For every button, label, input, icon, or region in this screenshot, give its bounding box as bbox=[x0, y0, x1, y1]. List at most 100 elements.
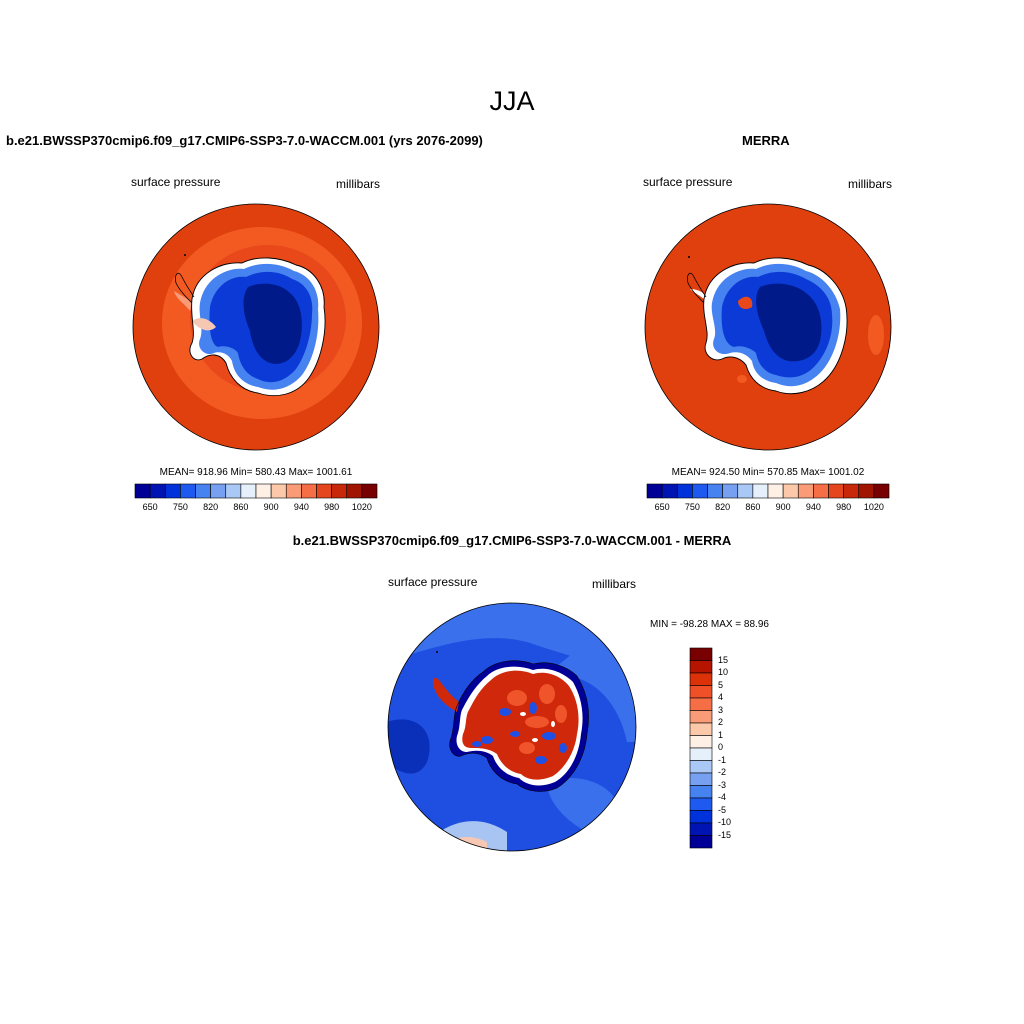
right-colorbar-box bbox=[782, 483, 799, 499]
right-colorbar-box bbox=[813, 483, 829, 499]
diff-colorbar-tick-label: 1 bbox=[718, 729, 724, 740]
diff-colorbar-tick-label: 0 bbox=[718, 742, 724, 752]
left-colorbar-box bbox=[210, 483, 227, 499]
diff-colorbar-box bbox=[689, 710, 713, 724]
left-colorbar-box bbox=[195, 483, 211, 499]
left-colorbar-box bbox=[361, 483, 378, 499]
diff-colorbar-tick-label: 15 bbox=[718, 654, 729, 665]
right-colorbar-box bbox=[692, 483, 708, 499]
left-colorbar-box bbox=[331, 483, 348, 499]
diff-colorbar-tick-label: -2 bbox=[718, 767, 727, 777]
diff-colorbar-box bbox=[689, 722, 713, 736]
right-colorbar-tick-label: 750 bbox=[684, 502, 700, 512]
diff-variable-label: surface pressure bbox=[388, 575, 478, 589]
diff-colorbar-box bbox=[689, 747, 713, 761]
diff-panel-title: b.e21.BWSSP370cmip6.f09_g17.CMIP6-SSP3-7… bbox=[292, 533, 732, 548]
diff-units-label: millibars bbox=[592, 577, 637, 591]
right-variable-label: surface pressure bbox=[643, 175, 733, 189]
left-colorbar-tick-label: 860 bbox=[233, 502, 249, 512]
left-colorbar-tick-label: 900 bbox=[263, 502, 279, 512]
diff-colorbar-tick-label: -15 bbox=[718, 829, 732, 840]
right-colorbar-box bbox=[858, 483, 875, 499]
diff-colorbar bbox=[689, 647, 713, 849]
diff-colorbar-tick-label: 3 bbox=[718, 704, 724, 715]
right-colorbar-box bbox=[707, 483, 723, 499]
diff-colorbar-box bbox=[689, 760, 713, 774]
diff-colorbar-tick-label: -1 bbox=[718, 754, 727, 765]
diff-colorbar-tick-label: -4 bbox=[718, 792, 727, 802]
right-colorbar-ticks: 650 750 820 860 900 940 980 1020 bbox=[647, 502, 889, 514]
left-colorbar-box bbox=[240, 483, 257, 499]
left-polar-map bbox=[132, 203, 380, 451]
right-colorbar-tick-label: 820 bbox=[715, 502, 731, 512]
diff-colorbar-tick-label: 10 bbox=[718, 667, 729, 677]
diff-colorbar-tick-label: -3 bbox=[718, 779, 727, 790]
diff-colorbar-tick-label: 5 bbox=[718, 679, 724, 690]
diff-colorbar-box bbox=[689, 672, 713, 686]
left-stats: MEAN= 918.96 Min= 580.43 Max= 1001.61 bbox=[159, 467, 353, 478]
left-colorbar-box bbox=[225, 483, 242, 499]
left-colorbar-tick-label: 940 bbox=[293, 502, 309, 512]
left-variable-label: surface pressure bbox=[131, 175, 221, 189]
right-colorbar-box bbox=[661, 483, 678, 499]
left-colorbar-box bbox=[134, 483, 151, 499]
diff-colorbar-tick-label: -10 bbox=[718, 817, 732, 827]
diff-colorbar-box bbox=[689, 660, 713, 674]
right-colorbar-box bbox=[646, 483, 663, 499]
right-colorbar-tick-label: 980 bbox=[836, 502, 852, 512]
left-colorbar-box bbox=[346, 483, 363, 499]
left-colorbar-box bbox=[285, 483, 302, 499]
left-colorbar-tick-label: 750 bbox=[172, 502, 188, 512]
diff-colorbar-box bbox=[689, 735, 713, 749]
right-polar-map bbox=[644, 203, 892, 451]
right-colorbar-box bbox=[737, 483, 754, 499]
diff-stats: MIN = -98.28 MAX = 88.96 bbox=[650, 619, 769, 630]
season-title: JJA bbox=[489, 86, 535, 116]
right-stats: MEAN= 924.50 Min= 570.85 Max= 1001.02 bbox=[671, 467, 865, 478]
diff-colorbar-box bbox=[689, 647, 713, 661]
left-panel-title: b.e21.BWSSP370cmip6.f09_g17.CMIP6-SSP3-7… bbox=[6, 133, 483, 148]
left-colorbar-tick-label: 650 bbox=[142, 502, 158, 512]
left-colorbar-box bbox=[164, 483, 181, 499]
left-colorbar-box bbox=[301, 483, 317, 499]
right-colorbar-box bbox=[752, 483, 769, 499]
diff-colorbar-box bbox=[689, 810, 713, 824]
diff-colorbar-ticks: 15 10 5 4 3 2 1 0 -1 -2 -3 -4 -5 -10 -15 bbox=[718, 648, 758, 848]
right-colorbar-box bbox=[843, 483, 860, 499]
left-colorbar-box bbox=[316, 483, 332, 499]
right-colorbar-box bbox=[873, 483, 890, 499]
left-colorbar-ticks: 650 750 820 860 900 940 980 1020 bbox=[135, 502, 377, 514]
right-colorbar-box bbox=[767, 483, 784, 499]
left-colorbar-tick-label: 1020 bbox=[351, 502, 372, 512]
diff-colorbar-tick-label: 2 bbox=[718, 717, 724, 727]
diff-colorbar-box bbox=[689, 835, 713, 849]
right-colorbar-tick-label: 1020 bbox=[863, 502, 884, 512]
diff-colorbar-box bbox=[689, 697, 713, 711]
diff-colorbar-box bbox=[689, 772, 713, 786]
diff-colorbar-box bbox=[689, 822, 713, 836]
right-units-label: millibars bbox=[848, 177, 893, 191]
diff-colorbar-tick-label: -5 bbox=[718, 804, 727, 815]
left-colorbar-box bbox=[270, 483, 287, 499]
left-colorbar-box bbox=[149, 483, 166, 499]
left-units-label: millibars bbox=[336, 177, 381, 191]
right-colorbar-box bbox=[797, 483, 814, 499]
right-colorbar-tick-label: 860 bbox=[745, 502, 761, 512]
right-colorbar-tick-label: 900 bbox=[775, 502, 791, 512]
diff-colorbar-tick-label: 4 bbox=[718, 692, 724, 702]
right-colorbar-box bbox=[722, 483, 739, 499]
left-colorbar bbox=[134, 483, 378, 499]
right-colorbar bbox=[646, 483, 890, 499]
left-colorbar-box bbox=[180, 483, 196, 499]
left-colorbar-tick-label: 820 bbox=[203, 502, 219, 512]
left-colorbar-box bbox=[255, 483, 272, 499]
left-colorbar-tick-label: 980 bbox=[324, 502, 340, 512]
right-colorbar-tick-label: 940 bbox=[805, 502, 821, 512]
diff-polar-map bbox=[387, 602, 637, 852]
right-colorbar-box bbox=[828, 483, 844, 499]
right-colorbar-box bbox=[676, 483, 693, 499]
diff-colorbar-box bbox=[689, 685, 713, 699]
right-colorbar-tick-label: 650 bbox=[654, 502, 670, 512]
diff-colorbar-box bbox=[689, 785, 713, 799]
diff-colorbar-box bbox=[689, 797, 713, 811]
